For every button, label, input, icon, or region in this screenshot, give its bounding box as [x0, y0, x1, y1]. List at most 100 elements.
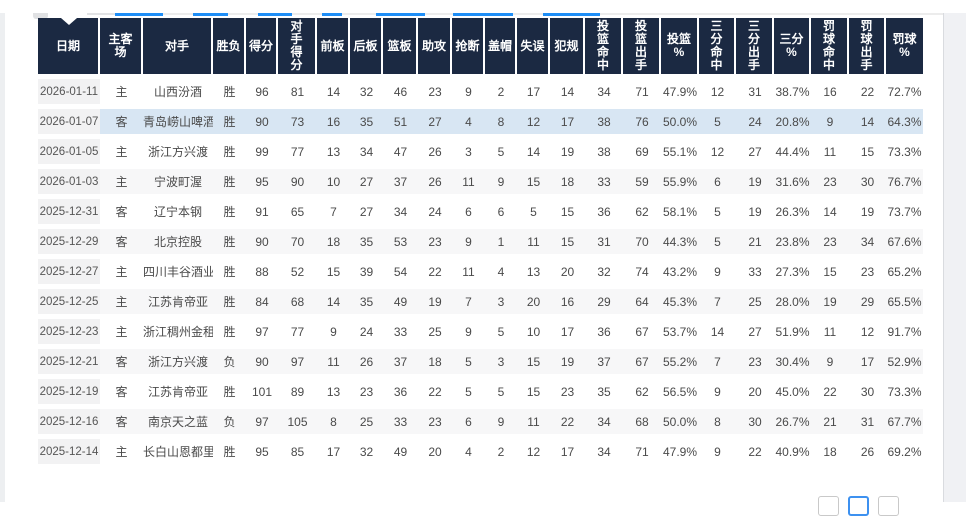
stat-cell: 5 — [485, 139, 517, 164]
column-header[interactable]: 失误 — [517, 18, 550, 74]
table-row[interactable]: 2025-12-29 客北京控股胜 90 70 18 35 53 23 9 1 11 15 31 70 44… — [38, 229, 923, 254]
stat-cell: 99 — [246, 139, 278, 164]
table-row[interactable]: 2025-12-16 客南京天之蓝负 97 105 8 25 33 23 6 9 11 22 34 68 5… — [38, 409, 923, 434]
stat-cell: 22 — [736, 439, 774, 464]
column-header[interactable]: 前板 — [317, 18, 350, 74]
table-row[interactable]: 2026-01-07 客青岛崂山啤酒胜 90 73 16 35 51 27 4 8 12 17 38 76… — [38, 109, 923, 134]
stat-cell: 34 — [585, 79, 623, 104]
stat-cell: 23 — [550, 379, 585, 404]
stat-cell: 23 — [350, 379, 383, 404]
stat-cell: 26.7% — [774, 409, 811, 434]
stat-cell: 90 — [246, 229, 278, 254]
cutoff-tab-link[interactable] — [193, 13, 228, 16]
column-header[interactable]: 投 篮 命 中 — [585, 18, 623, 74]
column-header[interactable]: 主客 场 — [100, 18, 143, 74]
stat-cell: 40.9% — [774, 439, 811, 464]
stat-cell: 5 — [517, 199, 550, 224]
stat-cell: 15 — [517, 379, 550, 404]
stat-cell: 91.7% — [886, 319, 923, 344]
stat-cell: 34 — [585, 439, 623, 464]
column-header[interactable]: 胜负 — [213, 18, 246, 74]
column-header[interactable]: 三 分 命 中 — [699, 18, 736, 74]
stat-cell: 胜 — [213, 139, 246, 164]
cutoff-tab-link[interactable] — [115, 13, 163, 16]
pagination-button-next[interactable] — [878, 496, 899, 516]
table-row[interactable]: 2026-01-03 主宁波町渥胜 95 90 10 27 37 26 11 9 15 18 33 59 5… — [38, 169, 923, 194]
column-header[interactable]: 三 分 出 手 — [736, 18, 774, 74]
cutoff-tab-link[interactable] — [543, 13, 600, 16]
stat-cell: 85 — [278, 439, 317, 464]
column-header[interactable]: 后板 — [350, 18, 383, 74]
column-header[interactable]: 三分 % — [774, 18, 811, 74]
stat-cell: 31.6% — [774, 169, 811, 194]
stat-cell: 18 — [550, 169, 585, 194]
stat-cell: 11 — [517, 229, 550, 254]
column-header[interactable]: 犯规 — [550, 18, 585, 74]
column-header[interactable]: 投 篮 出 手 — [623, 18, 661, 74]
cutoff-tab-link[interactable] — [258, 13, 292, 16]
stat-cell: 97 — [278, 349, 317, 374]
table-row[interactable]: 2025-12-25 主江苏肯帝亚胜 84 68 14 35 49 19 7 3 20 16 29 64 4… — [38, 289, 923, 314]
stat-cell: 客 — [100, 349, 143, 374]
stat-cell: 11 — [811, 319, 849, 344]
stat-cell: 26.3% — [774, 199, 811, 224]
table-row[interactable]: 2025-12-23 主浙江稠州金租胜 97 77 9 24 33 25 9 5 10 17 36 67 5… — [38, 319, 923, 344]
cutoff-tab-inactive[interactable] — [87, 13, 115, 15]
table-row[interactable]: 2026-01-11 主山西汾酒胜 96 81 14 32 46 23 9 2 17 14 34 71 47… — [38, 79, 923, 104]
table-row[interactable]: 2025-12-19 客江苏肯帝亚胜 101 89 13 23 36 22 5 5 15 23 35 62… — [38, 379, 923, 404]
stat-cell: 9 — [699, 379, 736, 404]
cutoff-button[interactable] — [33, 13, 48, 19]
table-row[interactable]: 2026-01-05 主浙江方兴渡胜 99 77 13 34 47 26 3 5 14 19 38 69 5… — [38, 139, 923, 164]
column-header[interactable]: 罚 球 命 中 — [811, 18, 849, 74]
column-header[interactable]: 罚球 % — [886, 18, 923, 74]
table-row[interactable]: 2025-12-14 主长白山恩都里胜 95 85 17 32 49 20 4 2 12 17 34 71… — [38, 439, 923, 464]
stat-cell: 19 — [736, 169, 774, 194]
stat-cell: 12 — [699, 139, 736, 164]
stat-cell: 9 — [452, 229, 485, 254]
table-row[interactable]: 2025-12-27 主四川丰谷酒业胜 88 52 15 39 54 22 11 4 13 20 32 7… — [38, 259, 923, 284]
stat-cell: 32 — [585, 259, 623, 284]
cutoff-tab-link[interactable] — [322, 13, 342, 16]
stat-cell: 5 — [485, 379, 517, 404]
stat-cell: 9 — [452, 79, 485, 104]
pagination-button-current[interactable] — [848, 496, 869, 516]
table-row[interactable]: 2025-12-21 客浙江方兴渡负 90 97 11 26 37 18 5 3 15 19 37 67 5… — [38, 349, 923, 374]
stat-cell: 68 — [623, 409, 661, 434]
stat-cell: 22 — [418, 259, 452, 284]
stat-cell: 主 — [100, 439, 143, 464]
column-header[interactable]: 对手 — [143, 18, 213, 74]
column-header[interactable]: 抢断 — [452, 18, 485, 74]
stat-cell: 15 — [849, 139, 886, 164]
column-header[interactable]: 得分 — [246, 18, 278, 74]
stat-cell: 26 — [418, 169, 452, 194]
pagination-button-prev[interactable] — [818, 496, 839, 516]
stat-cell: 19 — [550, 139, 585, 164]
column-header[interactable]: 对 手 得 分 — [278, 18, 317, 74]
stat-cell: 73.7% — [886, 199, 923, 224]
stat-cell: 30 — [849, 169, 886, 194]
stat-cell: 36 — [585, 199, 623, 224]
stat-cell: 胜 — [213, 199, 246, 224]
column-header[interactable]: 助攻 — [418, 18, 452, 74]
stat-cell: 22 — [418, 379, 452, 404]
stat-cell: 宁波町渥 — [143, 169, 213, 194]
date-cell: 2025-12-31 — [38, 199, 100, 224]
stat-cell: 15 — [517, 169, 550, 194]
stat-cell: 59 — [623, 169, 661, 194]
stat-cell: 35 — [350, 229, 383, 254]
column-header[interactable]: 盖帽 — [485, 18, 517, 74]
stat-cell: 胜 — [213, 109, 246, 134]
cutoff-tab-link[interactable] — [376, 13, 425, 16]
stat-cell: 17 — [517, 79, 550, 104]
cutoff-tab-link[interactable] — [453, 13, 513, 16]
stat-cell: 8 — [485, 109, 517, 134]
column-header[interactable]: 罚 球 出 手 — [849, 18, 886, 74]
column-header[interactable]: 投篮 % — [661, 18, 699, 74]
stat-cell: 5 — [452, 379, 485, 404]
column-header[interactable]: 日期 — [38, 18, 100, 74]
column-header[interactable]: 篮板 — [383, 18, 418, 74]
stat-cell: 18 — [418, 349, 452, 374]
stat-cell: 20.8% — [774, 109, 811, 134]
table-row[interactable]: 2025-12-31 客辽宁本钢胜 91 65 7 27 34 24 6 6 5 15 36 62 58.1… — [38, 199, 923, 224]
stat-cell: 3 — [452, 139, 485, 164]
